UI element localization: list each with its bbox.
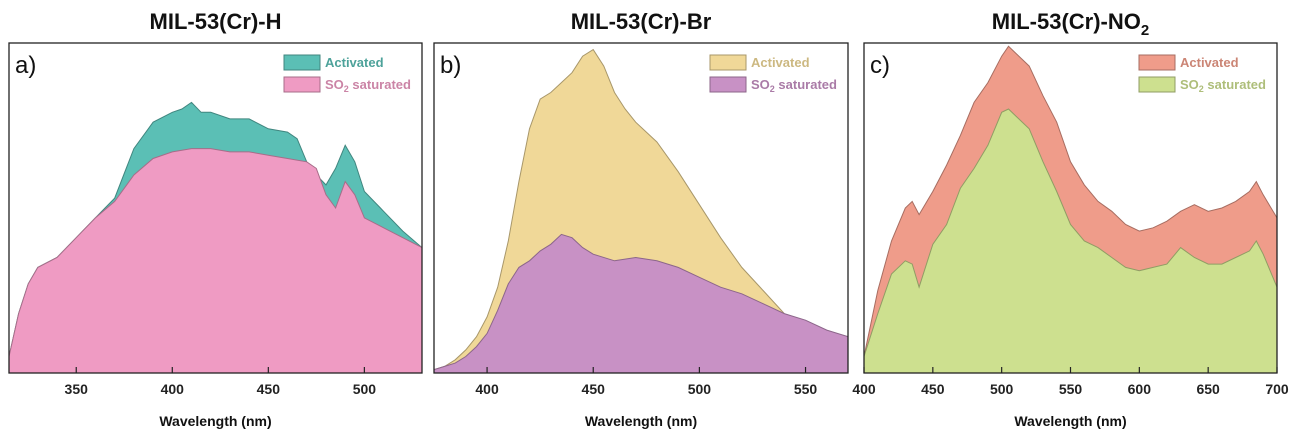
chart-title-subscript: 2 [1141,22,1149,39]
x-tick-label: 500 [353,381,377,397]
series-group [434,48,848,373]
series-area-so2-saturated [9,148,422,373]
x-tick-label: 350 [65,381,89,397]
legend-label-subscript: 2 [344,84,349,94]
panel-a: MIL-53(Cr)-H 350 400 450 500 Wavelength (nm) a… [8,9,423,429]
legend-swatch [283,54,321,71]
x-tick-label: 550 [794,381,818,397]
series-group [9,101,422,373]
x-tick-label: 400 [475,381,499,397]
series-area-so2-saturated [434,233,848,373]
chart-title: MIL-53(Cr)-Br [571,9,712,34]
series-area-so2-saturated [864,108,1277,373]
legend-label: Activated [751,55,810,70]
legend-label-part: SO [325,77,344,92]
x-tick-label: 400 [161,381,185,397]
plot-frame [8,42,423,374]
legend-label-part: SO [751,77,770,92]
x-tick-label: 550 [1059,381,1083,397]
panel-b: MIL-53(Cr)-Br 400 450 500 550 Wavelength (nm)… [433,9,849,429]
x-axis-label: Wavelength (nm) [159,413,271,429]
legend-swatch [1138,54,1176,71]
legend-label: SO2 saturated [1180,77,1266,94]
x-tick-label: 450 [582,381,606,397]
chart-title: MIL-53(Cr)-NO2 [992,9,1149,39]
legend-label-part: saturated [775,77,837,92]
x-tick-label: 450 [257,381,281,397]
panel-label: a) [15,52,36,79]
legend-swatch [709,54,747,71]
legend-label: Activated [1180,55,1239,70]
x-tick-label: 700 [1265,381,1289,397]
legend-label-subscript: 2 [770,84,775,94]
panel-label: c) [870,52,890,79]
legend-label-subscript: 2 [1199,84,1204,94]
legend-label: Activated [325,55,384,70]
x-tick-label: 500 [688,381,712,397]
x-tick-label: 500 [990,381,1014,397]
legend-label-part: saturated [1204,77,1266,92]
x-axis-label: Wavelength (nm) [585,413,697,429]
x-tick-label: 650 [1196,381,1220,397]
panel-c: MIL-53(Cr)-NO2 400 450 500 550 600 650 700 Wavel… [852,9,1289,429]
x-axis-label: Wavelength (nm) [1014,413,1126,429]
legend-label: SO2 saturated [325,77,411,94]
x-tick-label: 600 [1128,381,1152,397]
x-tick-label: 400 [852,381,876,397]
plot-frame [433,42,849,374]
panel-label: b) [440,52,461,79]
chart-title: MIL-53(Cr)-H [150,9,282,34]
legend-swatch [709,76,747,93]
legend-label-part: SO [1180,77,1199,92]
legend-label-part: saturated [349,77,411,92]
legend-swatch [283,76,321,93]
legend-label: SO2 saturated [751,77,837,94]
x-tick-label: 450 [921,381,945,397]
legend-swatch [1138,76,1176,93]
series-group [864,45,1277,373]
